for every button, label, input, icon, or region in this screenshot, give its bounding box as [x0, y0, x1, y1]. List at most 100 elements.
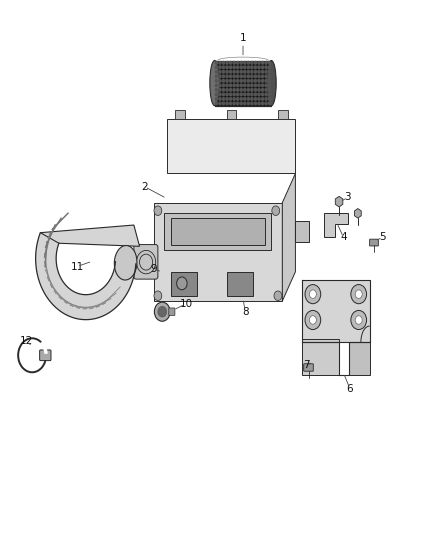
Circle shape	[223, 88, 225, 91]
Circle shape	[244, 70, 246, 73]
Circle shape	[309, 316, 316, 324]
Circle shape	[158, 306, 166, 317]
Circle shape	[233, 102, 235, 105]
Text: 5: 5	[379, 232, 386, 243]
Circle shape	[223, 98, 225, 100]
Circle shape	[268, 75, 271, 78]
Circle shape	[261, 70, 264, 73]
Circle shape	[244, 75, 246, 78]
Circle shape	[247, 75, 249, 78]
Circle shape	[268, 84, 271, 87]
Circle shape	[233, 79, 235, 82]
Circle shape	[254, 98, 257, 100]
Circle shape	[261, 66, 264, 69]
Circle shape	[355, 290, 362, 298]
Circle shape	[258, 98, 260, 100]
Circle shape	[261, 84, 264, 87]
Circle shape	[261, 102, 264, 105]
Circle shape	[261, 75, 264, 78]
Circle shape	[244, 93, 246, 96]
Polygon shape	[324, 213, 348, 237]
Text: 11: 11	[71, 262, 84, 271]
Text: 7: 7	[303, 360, 310, 370]
Circle shape	[251, 66, 253, 69]
Circle shape	[226, 102, 228, 105]
Circle shape	[265, 84, 267, 87]
Circle shape	[258, 70, 260, 73]
Circle shape	[244, 61, 246, 64]
Circle shape	[215, 79, 218, 82]
Circle shape	[268, 79, 271, 82]
Circle shape	[237, 98, 239, 100]
Circle shape	[226, 93, 228, 96]
Polygon shape	[35, 233, 136, 320]
Circle shape	[254, 102, 257, 105]
Circle shape	[230, 66, 232, 69]
Circle shape	[219, 98, 221, 100]
Circle shape	[219, 84, 221, 87]
Circle shape	[223, 70, 225, 73]
Circle shape	[244, 102, 246, 105]
Polygon shape	[171, 272, 197, 296]
Polygon shape	[171, 218, 265, 245]
Circle shape	[226, 75, 228, 78]
Circle shape	[223, 102, 225, 105]
Polygon shape	[302, 339, 339, 375]
Polygon shape	[302, 280, 370, 342]
Circle shape	[223, 93, 225, 96]
Circle shape	[223, 61, 225, 64]
Circle shape	[261, 61, 264, 64]
Circle shape	[230, 70, 232, 73]
Circle shape	[251, 75, 253, 78]
Circle shape	[254, 79, 257, 82]
Text: 8: 8	[242, 306, 248, 317]
Circle shape	[230, 79, 232, 82]
Circle shape	[244, 79, 246, 82]
Circle shape	[223, 66, 225, 69]
Circle shape	[268, 61, 271, 64]
Circle shape	[305, 310, 321, 329]
Circle shape	[258, 79, 260, 82]
Circle shape	[251, 79, 253, 82]
Circle shape	[355, 316, 362, 324]
Circle shape	[230, 84, 232, 87]
Circle shape	[258, 84, 260, 87]
Circle shape	[247, 102, 249, 105]
Circle shape	[230, 93, 232, 96]
Circle shape	[219, 75, 221, 78]
Text: 3: 3	[345, 192, 351, 203]
FancyBboxPatch shape	[278, 110, 288, 119]
FancyBboxPatch shape	[226, 110, 236, 119]
Circle shape	[351, 285, 367, 304]
Circle shape	[244, 88, 246, 91]
Polygon shape	[40, 225, 140, 246]
Text: 4: 4	[340, 232, 347, 243]
Circle shape	[215, 88, 218, 91]
Circle shape	[309, 290, 316, 298]
Polygon shape	[350, 342, 370, 375]
Circle shape	[223, 75, 225, 78]
Circle shape	[226, 88, 228, 91]
Circle shape	[219, 93, 221, 96]
Circle shape	[233, 61, 235, 64]
Circle shape	[265, 61, 267, 64]
Circle shape	[230, 88, 232, 91]
Circle shape	[233, 84, 235, 87]
Polygon shape	[283, 173, 295, 301]
Circle shape	[230, 61, 232, 64]
Circle shape	[251, 93, 253, 96]
Circle shape	[237, 79, 239, 82]
FancyBboxPatch shape	[134, 245, 158, 279]
Circle shape	[237, 88, 239, 91]
Circle shape	[247, 88, 249, 91]
Circle shape	[223, 79, 225, 82]
Circle shape	[247, 84, 249, 87]
Circle shape	[240, 88, 242, 91]
Circle shape	[305, 285, 321, 304]
Circle shape	[226, 98, 228, 100]
Circle shape	[226, 61, 228, 64]
Circle shape	[154, 302, 170, 321]
Circle shape	[251, 98, 253, 100]
Circle shape	[237, 84, 239, 87]
Circle shape	[265, 98, 267, 100]
